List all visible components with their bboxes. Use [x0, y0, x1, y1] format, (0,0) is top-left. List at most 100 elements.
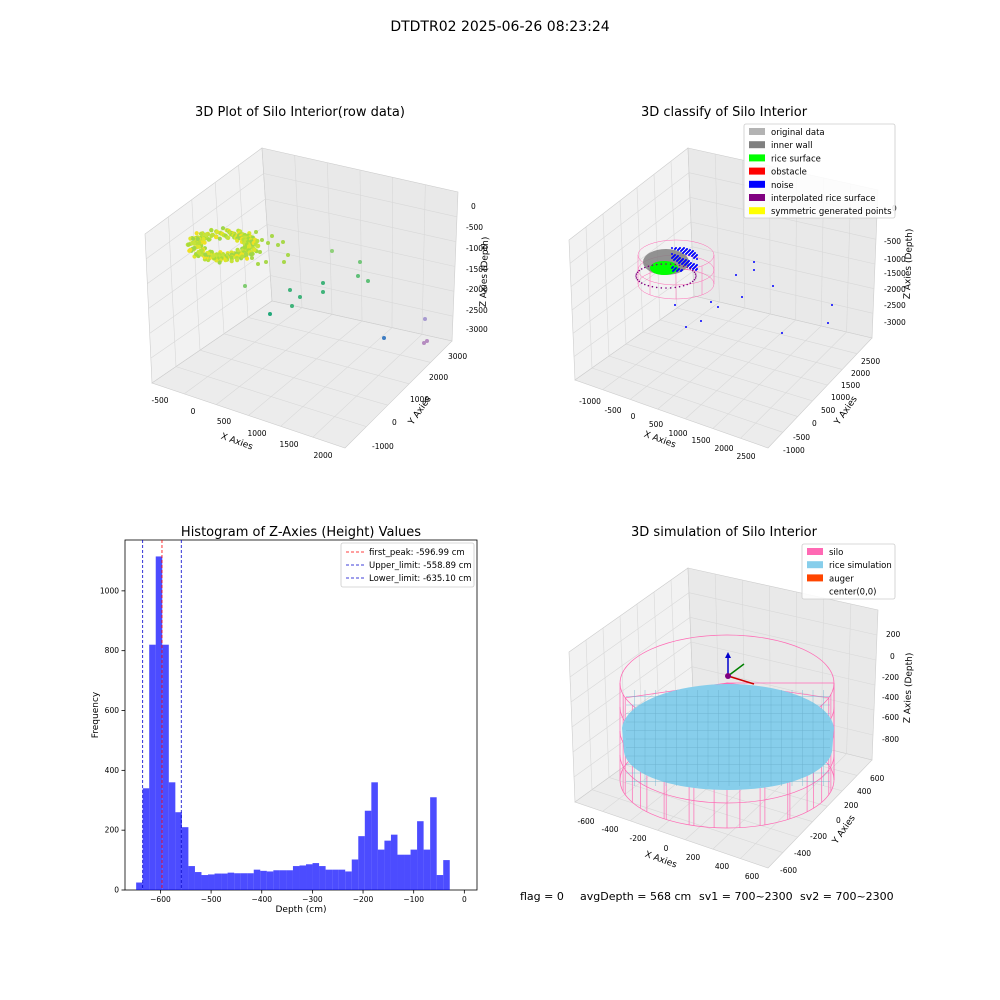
raw-x-ticks: -500 0 500 1000 1500 2000: [151, 396, 332, 460]
classify-legend-label: noise: [771, 181, 794, 191]
hist-bar: [227, 872, 235, 890]
classify-noise-point: [671, 247, 673, 249]
pane-gridline: [571, 641, 692, 728]
classify-interpolated-point: [644, 283, 646, 286]
hist-bar: [377, 849, 385, 890]
raw-ztick: -500: [466, 223, 483, 232]
pane-gridline: [740, 331, 847, 439]
pane-gridline: [147, 198, 266, 284]
classify-noise-point: [696, 258, 698, 260]
classify-interpolated-point: [682, 284, 685, 287]
classify-noise-point: [717, 306, 719, 308]
hist-bar: [351, 859, 359, 890]
raw-ytick: -1000: [372, 442, 394, 451]
pane-gridline: [265, 198, 457, 242]
hist-bar: [175, 812, 182, 890]
classify-interpolated-point: [678, 264, 681, 267]
hist-bar: [417, 821, 424, 890]
classify-interpolated-point: [682, 265, 685, 268]
hist-bar: [234, 873, 241, 890]
pane-gridline: [569, 172, 690, 264]
classify-legend-swatch: [749, 180, 765, 188]
sim-xtick: 400: [715, 862, 730, 871]
classify-noise-point: [686, 248, 688, 250]
raw-point: [194, 231, 199, 236]
raw-point: [243, 284, 247, 288]
raw-point: [209, 228, 214, 233]
raw-point: [366, 279, 370, 283]
pane-gridline: [570, 617, 691, 703]
hist-bar: [194, 872, 202, 890]
hist-xlabel: Depth (cm): [275, 905, 326, 915]
raw-point: [256, 243, 261, 248]
raw-point: [258, 250, 262, 254]
raw-point: [203, 252, 208, 257]
footer-sv1: sv1 = 700~2300: [699, 890, 793, 903]
raw-point: [191, 236, 196, 241]
sim-auger-y-axis: [727, 663, 745, 677]
classify-legend-label: original data: [771, 128, 825, 138]
classify-noise-point: [693, 263, 695, 265]
raw-point: [217, 236, 222, 241]
hist-bar: [181, 827, 189, 890]
classify-noise-point: [685, 259, 687, 261]
raw-ztick: -2000: [466, 285, 488, 294]
sim-rice-surface: [622, 684, 834, 790]
classify-interpolated-point: [665, 263, 667, 265]
hist-bar: [221, 873, 228, 890]
classify-xtick: 1000: [668, 429, 687, 438]
pane-gridline: [571, 221, 692, 311]
classify-ytick: 1500: [841, 381, 860, 390]
raw-point: [197, 240, 202, 245]
raw-title: 3D Plot of Silo Interior(row data): [195, 105, 405, 120]
hist-bar: [332, 869, 339, 890]
hist-ylabel: Frequency: [91, 691, 101, 738]
raw-point: [242, 245, 248, 250]
sim-xtick: 600: [745, 872, 760, 881]
panel-histogram: Histogram of Z-Axies (Height) Values −60…: [91, 525, 478, 915]
raw-xtick: 2000: [313, 451, 332, 460]
sim-legend-box: [801, 543, 896, 600]
classify-xtick: -500: [604, 406, 621, 415]
raw-point: [202, 240, 207, 245]
classify-xtick: 500: [649, 420, 664, 429]
sim-legend-label: rice simulation: [829, 561, 892, 571]
classify-legend-label: obstacle: [771, 168, 807, 178]
raw-point: [229, 259, 234, 264]
sim-auger: [725, 652, 755, 685]
classify-interpolated-point: [689, 282, 692, 284]
pane-gridline: [608, 355, 798, 417]
classify-ztick: -3000: [884, 318, 906, 327]
hist-bar: [214, 873, 222, 890]
hist-legend-label: first_peak: -596.99 cm: [369, 548, 465, 558]
raw-point: [247, 244, 252, 249]
raw-point: [358, 260, 362, 264]
pane-gridline: [691, 246, 875, 289]
pane-gridline: [659, 319, 843, 370]
sim-legend-label: center(0,0): [829, 588, 877, 598]
hist-bar: [423, 849, 431, 890]
classify-interpolated-point: [674, 286, 677, 289]
classify-legend-label: symmetric generated points: [771, 207, 892, 217]
hist-ytick-label: 400: [105, 766, 120, 775]
sim-ytick: 0: [836, 816, 841, 825]
hist-bar: [397, 854, 405, 890]
raw-point: [281, 240, 285, 244]
classify-ytick: 2000: [851, 369, 870, 378]
hist-title: Histogram of Z-Axies (Height) Values: [181, 525, 421, 540]
hist-legend-box: [340, 542, 475, 588]
classify-interpolated-point: [635, 277, 638, 279]
hist-xtick-label: −600: [150, 895, 171, 904]
classify-interpolated-point: [686, 283, 688, 286]
sim-ztick: 0: [890, 652, 895, 661]
raw-point: [422, 341, 426, 345]
raw-point: [244, 252, 248, 256]
pane-gridline: [676, 307, 858, 355]
hist-bar: [358, 836, 365, 890]
classify-rice-surface: [650, 261, 678, 275]
raw-ztick: -3000: [466, 325, 488, 334]
classify-ytick: 2500: [861, 357, 880, 366]
classify-interpolated-point: [651, 264, 654, 267]
pane-gridline: [248, 320, 363, 416]
raw-point: [425, 339, 429, 343]
